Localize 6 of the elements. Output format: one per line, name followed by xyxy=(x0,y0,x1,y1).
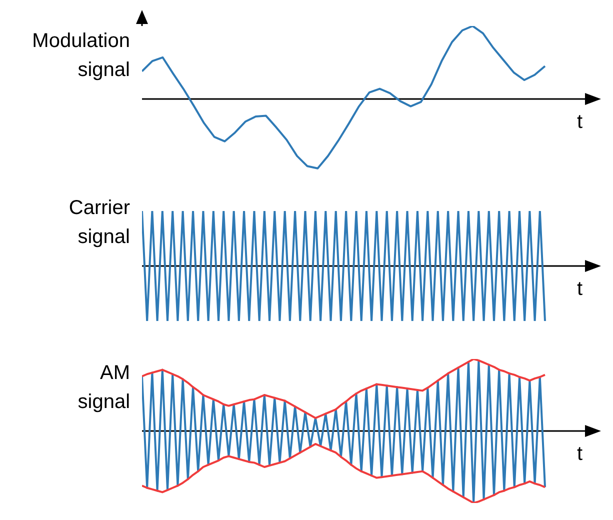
x-axis-title: t xyxy=(577,443,583,466)
y-axis-title: AM signal xyxy=(78,361,130,415)
x-axis-title: t xyxy=(577,278,583,301)
y-axis-title: Modulation signal xyxy=(32,29,130,83)
x-axis-title: t xyxy=(577,111,583,134)
y-axis-title: Carrier signal xyxy=(68,196,130,250)
